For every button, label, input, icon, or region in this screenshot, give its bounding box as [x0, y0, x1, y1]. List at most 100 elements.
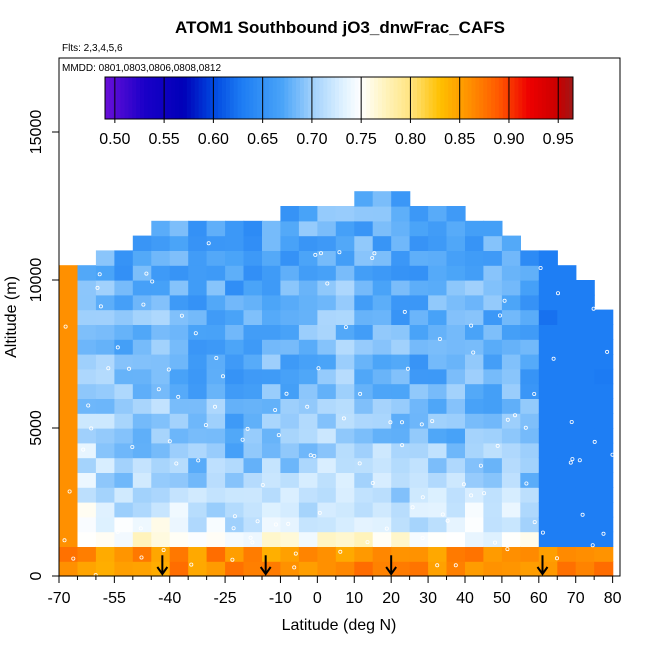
heatmap-cell: [169, 502, 189, 518]
heatmap-cell: [225, 235, 245, 251]
x-tick-label: -55: [103, 590, 126, 607]
colorbar-segment: [370, 77, 375, 119]
observation-point: [150, 279, 155, 284]
heatmap-cell: [501, 339, 521, 355]
heatmap-cell: [77, 561, 97, 577]
heatmap-cell: [372, 561, 392, 577]
heatmap-cell: [188, 457, 208, 473]
colorbar-segment: [105, 77, 110, 119]
heatmap-cell: [151, 442, 171, 459]
heatmap-cell: [538, 294, 558, 311]
colorbar-segment: [257, 77, 262, 119]
heatmap-cell: [594, 383, 614, 399]
colorbar-segment: [510, 77, 515, 119]
heatmap-cell: [95, 561, 115, 577]
heatmap-cell: [298, 531, 318, 547]
observation-point: [590, 543, 595, 548]
heatmap-cell: [151, 324, 171, 340]
heatmap-cell: [335, 531, 355, 547]
heatmap-cell: [151, 531, 171, 547]
heatmap-cell: [335, 472, 355, 488]
heatmap-cell: [317, 206, 337, 222]
heatmap-cell: [59, 309, 79, 325]
heatmap-cell: [335, 457, 355, 473]
observation-point: [357, 461, 362, 466]
observation-point: [505, 417, 510, 422]
colorbar-segment: [381, 77, 387, 119]
heatmap-cell: [446, 250, 466, 266]
heatmap-cell: [77, 294, 97, 311]
colorbar-segment: [128, 77, 133, 119]
heatmap-cell: [95, 487, 115, 503]
heatmap-cell: [483, 383, 503, 399]
observation-point: [495, 443, 500, 448]
heatmap-cell: [298, 324, 318, 340]
colorbar-segment: [175, 77, 180, 119]
heatmap-cell: [243, 324, 263, 340]
heatmap-cell: [151, 250, 171, 266]
heatmap-cell: [132, 472, 152, 488]
heatmap-cell: [317, 472, 337, 488]
heatmap-cell: [151, 309, 171, 325]
observation-point: [591, 306, 596, 311]
heatmap-cell: [298, 516, 318, 533]
heatmap-cell: [132, 428, 152, 444]
heatmap-cell: [538, 516, 558, 533]
colorbar-segment: [116, 77, 122, 119]
heatmap-cell: [501, 516, 521, 533]
observation-point: [610, 452, 615, 457]
heatmap-cell: [409, 235, 429, 251]
heatmap-cell: [520, 487, 540, 503]
heatmap-cell: [262, 442, 282, 459]
heatmap-cell: [501, 354, 521, 370]
heatmap-cell: [372, 309, 392, 325]
heatmap-cell: [372, 206, 392, 222]
heatmap-cell: [317, 235, 337, 251]
heatmap-cell: [428, 280, 448, 296]
heatmap-cell: [409, 502, 429, 518]
heatmap-cell: [428, 561, 448, 577]
heatmap-cell: [501, 428, 521, 444]
x-tick-label: -25: [214, 590, 237, 607]
heatmap-cell: [372, 250, 392, 266]
observation-point: [388, 420, 393, 425]
heatmap-cell: [557, 516, 577, 533]
heatmap-cell: [262, 516, 282, 533]
observation-point: [605, 349, 610, 354]
heatmap-cell: [557, 546, 577, 562]
colorbar-segment: [132, 77, 137, 119]
observation-point: [62, 538, 67, 543]
colorbar-segment: [261, 77, 266, 119]
observation-point: [95, 285, 100, 290]
heatmap-cell: [262, 383, 282, 399]
heatmap-cell: [317, 502, 337, 518]
heatmap-cell: [206, 487, 226, 503]
y-tick-label: 5000: [28, 410, 45, 446]
observation-point: [556, 291, 561, 296]
heatmap-cell: [354, 472, 374, 488]
observation-point: [71, 556, 76, 561]
heatmap-cell: [243, 472, 263, 488]
observation-point: [365, 540, 370, 545]
heatmap-cell: [151, 457, 171, 473]
heatmap-cell: [372, 294, 392, 311]
heatmap-cell: [538, 487, 558, 503]
heatmap-cell: [428, 546, 448, 562]
heatmap-cell: [465, 368, 485, 385]
heatmap-cell: [391, 457, 411, 473]
heatmap-cell: [575, 309, 595, 325]
heatmap-cell: [243, 428, 263, 444]
heatmap-cell: [298, 413, 318, 429]
colorbar-segment: [471, 77, 476, 119]
observation-point: [384, 526, 389, 531]
heatmap-cell: [77, 457, 97, 473]
heatmap-cell: [132, 250, 152, 266]
y-tick-label: 10000: [28, 258, 45, 303]
heatmap-cell: [206, 220, 226, 237]
colorbar-segment: [214, 77, 219, 119]
colorbar-segment: [323, 77, 328, 119]
heatmap-cell: [354, 561, 374, 577]
heatmap-cell: [262, 250, 282, 266]
x-tick-label: 0: [313, 590, 322, 607]
